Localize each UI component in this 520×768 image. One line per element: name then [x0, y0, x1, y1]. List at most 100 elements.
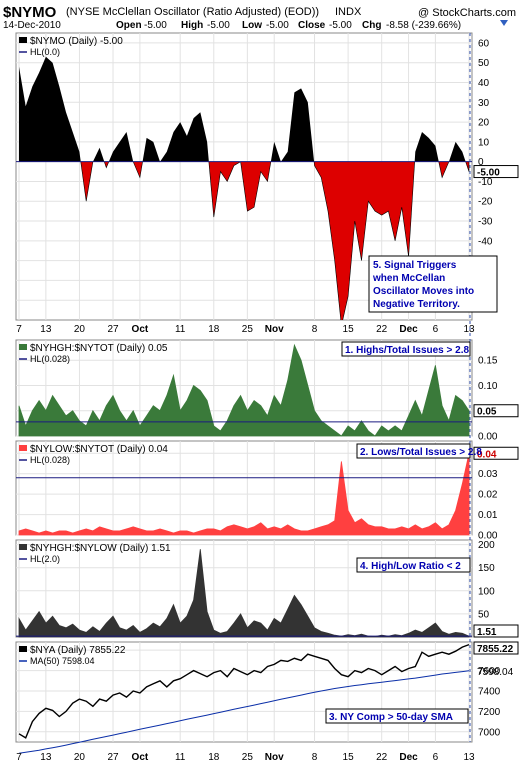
x-tick-label: Dec	[399, 324, 418, 335]
x-tick-label: 7	[16, 752, 22, 763]
x-tick-label: Nov	[265, 752, 284, 763]
x-tick-label: 6	[433, 752, 439, 763]
x-tick-label: 8	[312, 752, 318, 763]
annotation-lows: 2. Lows/Total Issues > 2.8	[356, 443, 482, 459]
y-tick-label: 7400	[478, 686, 501, 697]
x-tick-label: 7	[16, 324, 22, 335]
signal-annotation-line: Negative Territory.	[373, 299, 460, 310]
dropdown-arrow-icon[interactable]	[500, 20, 508, 26]
high-value: -5.00	[207, 20, 230, 31]
nya-line	[18, 643, 470, 739]
panel-title: $NYMO (Daily) -5.00	[30, 36, 123, 47]
legend-swatch	[19, 37, 27, 43]
x-tick-label: 8	[312, 324, 318, 335]
annotation-text: 2. Lows/Total Issues > 2.8	[360, 447, 482, 458]
last-value-label: 1.51	[477, 627, 497, 638]
y-tick-label: 0	[478, 157, 484, 168]
annotation-highs: 1. Highs/Total Issues > 2.8	[341, 341, 471, 357]
x-tick-label: Oct	[132, 324, 149, 335]
x-tick-label: 20	[74, 324, 86, 335]
x-tick-label: 20	[74, 752, 86, 763]
annotation-text: 1. Highs/Total Issues > 2.8	[345, 345, 469, 356]
symbol: $NYMO	[3, 4, 57, 21]
ma-value-label: 7598.04	[477, 667, 514, 678]
x-tick-label: 13	[40, 324, 52, 335]
y-tick-label: -10	[478, 177, 493, 188]
panel-title: $NYHGH:$NYLOW (Daily) 1.51	[30, 543, 171, 554]
low-value: -5.00	[266, 20, 289, 31]
x-tick-label: Nov	[265, 324, 284, 335]
legend-swatch	[19, 544, 27, 550]
chart-header: $NYMO (NYSE McClellan Oscillator (Ratio …	[3, 4, 516, 31]
annotation-box	[325, 708, 469, 724]
signal-annotation-box	[368, 255, 498, 313]
open-value: -5.00	[144, 20, 167, 31]
chg-label: Chg	[362, 20, 381, 31]
x-tick-label: Dec	[399, 752, 418, 763]
y-tick-label: 0.00	[478, 432, 498, 443]
y-tick-label: 50	[478, 58, 490, 69]
high-label: High	[181, 20, 203, 31]
low-label: Low	[242, 20, 262, 31]
y-tick-label: 7600	[478, 666, 501, 677]
y-tick-label: -40	[478, 236, 493, 247]
x-tick-label: 11	[175, 752, 186, 763]
panel-hl-label: HL(0.028)	[30, 354, 70, 364]
annotation-box	[356, 443, 471, 459]
y-tick-label: 0.10	[478, 381, 498, 392]
y-tick-label: 40	[478, 78, 490, 89]
x-tick-label: 22	[376, 324, 388, 335]
y-tick-label: 60	[478, 38, 490, 49]
y-tick-label: 200	[478, 540, 495, 551]
date: 14-Dec-2010	[3, 20, 61, 31]
y-tick-label: 20	[478, 118, 490, 129]
x-tick-label: 15	[343, 752, 355, 763]
last-value-label: 0.04	[477, 449, 497, 460]
brand: @ StockCharts.com	[418, 7, 516, 19]
signal-annotation: 5. Signal Triggers when McCellan Oscillato…	[368, 255, 498, 313]
x-tick-label: 13	[463, 324, 475, 335]
annotation-nya: 3. NY Comp > 50-day SMA	[325, 708, 469, 724]
legend-swatch	[19, 344, 27, 350]
panel-hilo: 200 150 100 50 1.51 $NYHGH:$NYLOW (Daily) 1.5…	[15, 539, 519, 638]
last-value-box	[473, 404, 519, 418]
panel-highs: 0.150.100.050.000.05$NYHGH:$NYTOT (Daily…	[15, 339, 519, 443]
x-tick-label: 13	[40, 752, 52, 763]
y-tick-label: -20	[478, 197, 493, 208]
x-tick-label: 22	[376, 752, 388, 763]
last-value-label: 0.05	[477, 407, 497, 418]
y-tick-label: 30	[478, 98, 490, 109]
y-tick-label: 0.15	[478, 356, 498, 367]
last-value-box	[473, 165, 519, 179]
panel-hl-label: MA(50) 7598.04	[30, 656, 95, 666]
series-area-highs	[18, 343, 470, 437]
x-tick-label: 13	[463, 752, 475, 763]
last-value-label: 7855.22	[477, 644, 514, 655]
y-tick-label: 100	[478, 586, 495, 597]
chg-value: -8.58 (-239.66%)	[386, 20, 461, 31]
x-tick-label: 11	[175, 324, 186, 335]
panel-title: $NYHGH:$NYTOT (Daily) 0.05	[30, 343, 168, 354]
annotation-box	[341, 341, 471, 357]
last-value-label: -5.00	[477, 168, 500, 179]
last-value-box	[473, 624, 519, 638]
y-tick-label: 150	[478, 563, 495, 574]
series-area-lows	[18, 453, 470, 536]
annotation-text: 3. NY Comp > 50-day SMA	[329, 712, 453, 723]
y-tick-label: 0.01	[478, 510, 498, 521]
y-tick-label: 0.02	[478, 490, 498, 501]
x-tick-label: 27	[107, 324, 119, 335]
last-value-box	[473, 641, 519, 655]
signal-annotation-line: 5. Signal Triggers	[373, 260, 457, 271]
y-tick-label: 10	[478, 137, 490, 148]
y-tick-label: 7200	[478, 707, 501, 718]
annotation-hilo: 4. High/Low Ratio < 2	[356, 557, 471, 573]
annotation-box	[356, 557, 471, 573]
signal-annotation-line: when McCellan	[372, 273, 445, 284]
y-tick-label: 0.03	[478, 469, 498, 480]
x-tick-label: 6	[433, 324, 439, 335]
x-tick-label: 25	[242, 324, 254, 335]
y-tick-label: 50	[478, 609, 490, 620]
y-tick-label: -30	[478, 217, 493, 228]
